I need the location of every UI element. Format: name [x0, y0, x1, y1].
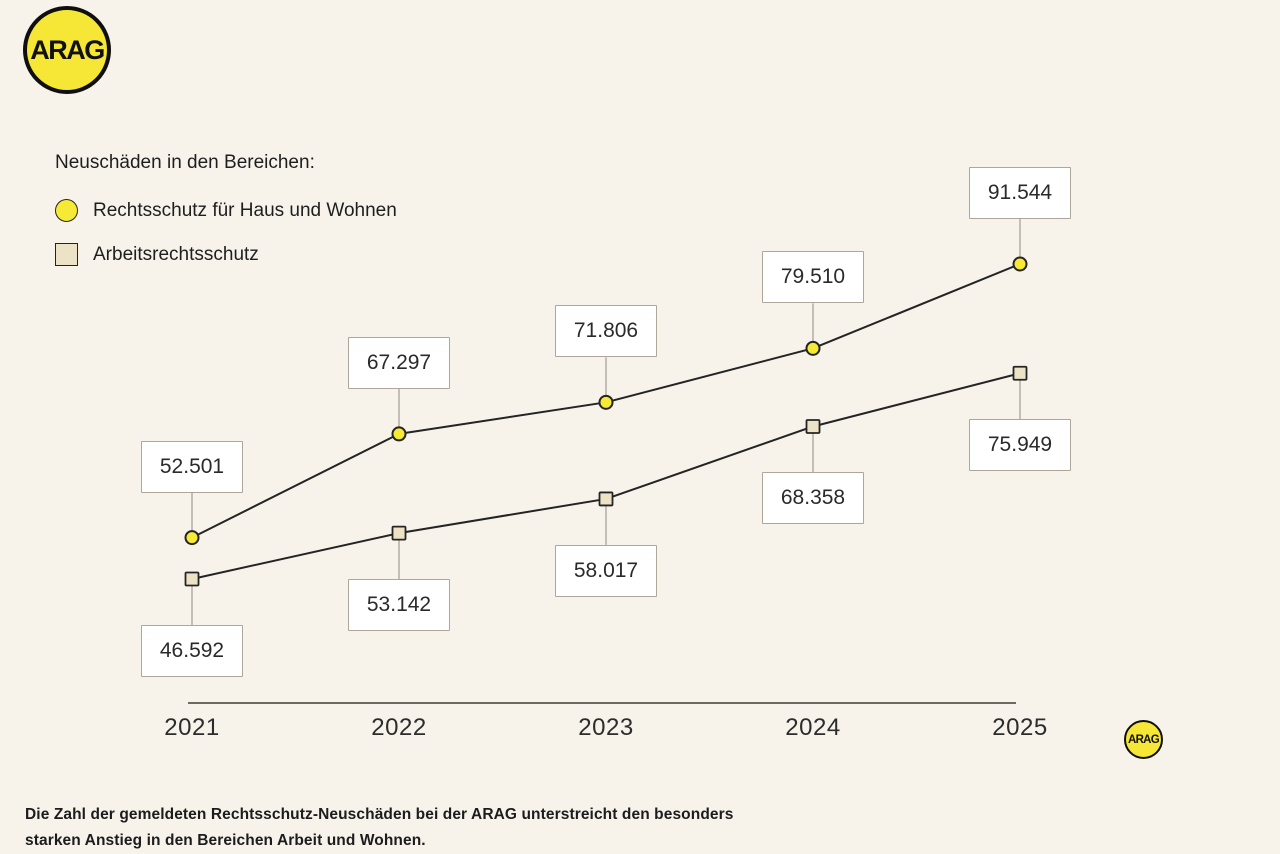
- x-tick-label: 2021: [164, 714, 220, 741]
- data-label-box: 46.592: [141, 625, 243, 677]
- legend-item-label: Arbeitsrechtsschutz: [93, 243, 259, 265]
- data-label-box: 75.949: [969, 419, 1071, 472]
- data-label-box: 53.142: [348, 579, 450, 632]
- arag-badge: ARAG: [1124, 720, 1163, 759]
- data-label-box: 79.510: [762, 251, 864, 304]
- data-label-box: 68.358: [762, 472, 864, 525]
- x-tick-label: 2023: [578, 714, 634, 741]
- legend: Neuschäden in den Bereichen: Rechtsschut…: [55, 152, 397, 287]
- data-point-circle: [1012, 256, 1028, 272]
- square-marker-icon: [55, 243, 78, 266]
- data-point-square: [805, 419, 821, 434]
- data-point-circle: [805, 340, 821, 356]
- legend-title: Neuschäden in den Bereichen:: [55, 152, 315, 173]
- data-point-square: [1012, 365, 1028, 381]
- arag-badge-text: ARAG: [1127, 733, 1160, 746]
- data-point-circle: [598, 394, 614, 410]
- legend-item-label: Rechtsschutz für Haus und Wohnen: [93, 199, 397, 221]
- legend-item-arbeitsrechtsschutz: Arbeitsrechtsschutz: [55, 243, 397, 266]
- x-tick-label: 2024: [785, 714, 841, 741]
- data-label-box: 52.501: [141, 440, 243, 493]
- caption-line-1: Die Zahl der gemeldeten Rechtsschutz-Neu…: [25, 806, 734, 823]
- caption-line-2: starken Anstieg in den Bereichen Arbeit …: [25, 832, 426, 849]
- data-label-box: 67.297: [348, 336, 450, 389]
- arag-logo: ARAG: [23, 6, 111, 94]
- data-point-square: [391, 525, 407, 541]
- data-label-box: 71.806: [555, 305, 657, 358]
- x-tick-label: 2025: [992, 714, 1048, 741]
- data-point-square: [598, 491, 614, 507]
- arag-logo-text: ARAG: [30, 34, 105, 65]
- data-label-box: 58.017: [555, 544, 657, 597]
- data-point-circle: [184, 530, 200, 546]
- data-point-square: [184, 571, 200, 587]
- data-label-box: 91.544: [969, 167, 1071, 219]
- circle-marker-icon: [55, 199, 78, 222]
- x-tick-label: 2022: [371, 714, 427, 741]
- data-point-circle: [391, 426, 407, 442]
- caption: Die Zahl der gemeldeten Rechtsschutz-Neu…: [25, 802, 733, 854]
- legend-item-haus-und-wohnen: Rechtsschutz für Haus und Wohnen: [55, 199, 397, 222]
